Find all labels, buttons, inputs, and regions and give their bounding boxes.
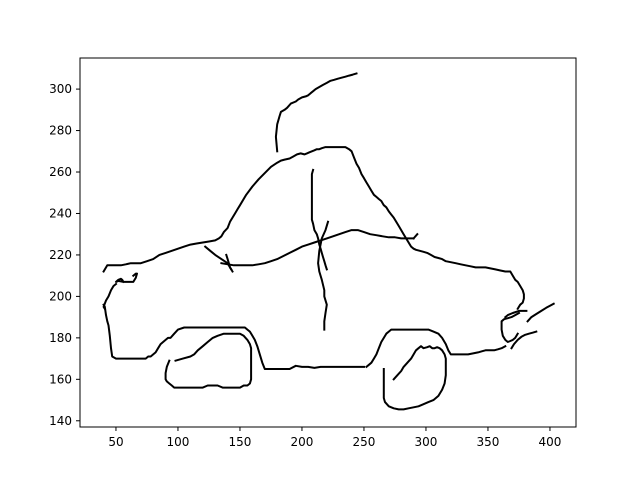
y-tick-label: 160 — [49, 372, 72, 386]
y-tick-label: 280 — [49, 124, 72, 138]
x-axis: 50 100 150 200 250 300 350 400 — [108, 427, 561, 449]
series-line-14 — [412, 232, 419, 240]
series-line-13 — [220, 229, 415, 267]
y-tick-label: 140 — [49, 414, 72, 428]
x-tick-label: 150 — [229, 435, 252, 449]
x-tick-label: 200 — [291, 435, 314, 449]
series-line-2 — [102, 146, 525, 311]
x-tick-label: 50 — [108, 435, 123, 449]
plot-lines — [102, 72, 556, 411]
series-line-3 — [500, 311, 521, 343]
series-line-4 — [503, 309, 528, 319]
series-line-12 — [310, 168, 329, 271]
series-line-10 — [115, 272, 138, 284]
series-line-8 — [102, 303, 365, 370]
x-tick-label: 250 — [353, 435, 376, 449]
series-line-16 — [225, 253, 233, 271]
x-tick-label: 100 — [167, 435, 190, 449]
series-line-18 — [382, 345, 447, 411]
series-line-5 — [526, 302, 556, 323]
series-line-17 — [164, 332, 253, 389]
y-tick-label: 240 — [49, 206, 72, 220]
y-tick-label: 260 — [49, 165, 72, 179]
axes-frame — [79, 57, 577, 428]
x-tick-label: 350 — [477, 435, 500, 449]
y-tick-label: 300 — [49, 82, 72, 96]
series-line-6 — [510, 330, 538, 350]
series-line-11 — [317, 220, 330, 331]
series-line-9 — [102, 282, 118, 311]
y-tick-label: 180 — [49, 331, 72, 345]
series-line-7 — [364, 328, 507, 369]
x-tick-label: 400 — [539, 435, 562, 449]
y-axis: 140 160 180 200 220 240 260 280 300 — [49, 82, 80, 428]
series-line-1 — [274, 72, 358, 153]
y-tick-label: 200 — [49, 289, 72, 303]
y-tick-label: 220 — [49, 248, 72, 262]
x-tick-label: 300 — [415, 435, 438, 449]
